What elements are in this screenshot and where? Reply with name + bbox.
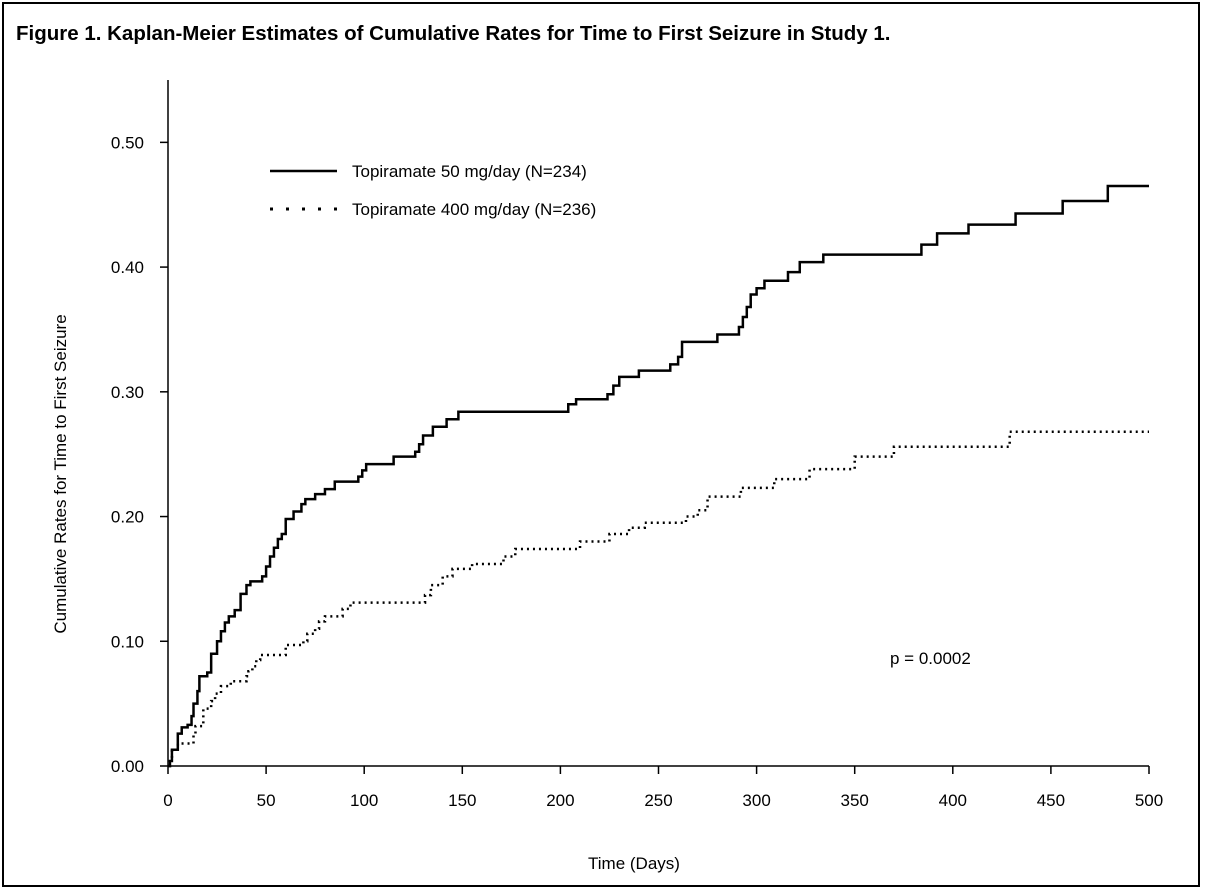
x-tick-label: 500 [1135,791,1163,810]
y-tick-label: 0.40 [111,258,144,277]
x-tick-label: 50 [257,791,276,810]
legend: Topiramate 50 mg/day (N=234) Topiramate … [270,162,596,219]
x-tick-label: 250 [644,791,672,810]
y-tick-label: 0.00 [111,757,144,776]
x-tick-label: 150 [448,791,476,810]
y-axis-label: Cumulative Rates for Time to First Seizu… [51,314,70,633]
x-tick-label: 300 [742,791,770,810]
series-layer [168,184,1149,768]
figure-title: Figure 1. Kaplan-Meier Estimates of Cumu… [16,22,891,45]
series-line-50mg [168,184,1149,768]
y-tick-label: 0.10 [111,632,144,651]
legend-label-50mg: Topiramate 50 mg/day (N=234) [352,162,587,181]
x-tick-label: 450 [1037,791,1065,810]
x-tick-label: 400 [939,791,967,810]
plot-axes [167,80,1149,767]
x-tick-label: 100 [350,791,378,810]
x-tick-label: 350 [841,791,869,810]
axis-ticks: 0 50 100 150 200 250 300 350 400 450 500 0.00 0.10 0.… [111,133,1163,810]
p-value-annotation: p = 0.0002 [890,649,971,668]
x-tick-label: 0 [163,791,172,810]
x-axis-label: Time (Days) [588,854,680,873]
y-tick-label: 0.30 [111,383,144,402]
legend-label-400mg: Topiramate 400 mg/day (N=236) [352,200,596,219]
y-tick-label: 0.50 [111,133,144,152]
x-tick-label: 200 [546,791,574,810]
y-tick-label: 0.20 [111,508,144,527]
series-line-400mg [168,430,1149,768]
